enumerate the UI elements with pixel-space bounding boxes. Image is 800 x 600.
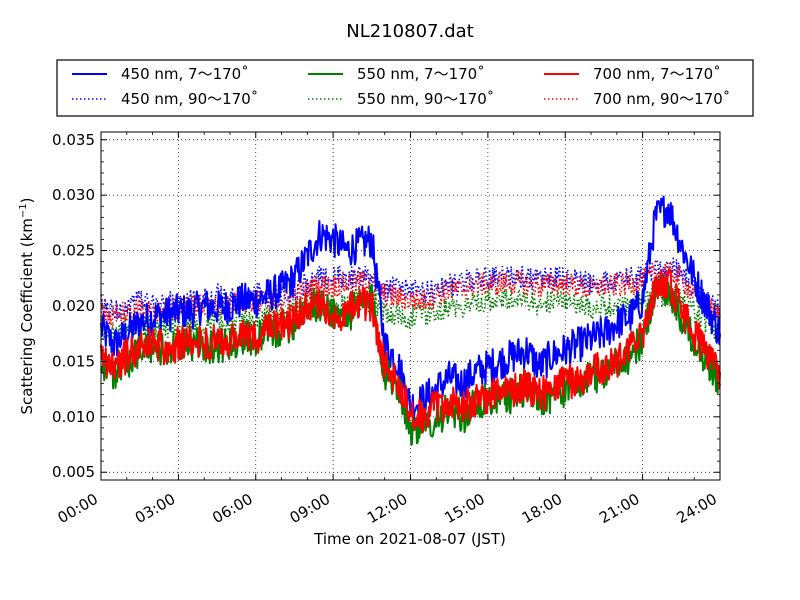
x-tick-label: 18:00 (519, 490, 565, 527)
x-tick-label: 24:00 (674, 490, 720, 527)
legend-label-3: 550 nm, 7～170˚ (357, 65, 485, 83)
y-tick-label: 0.020 (52, 297, 95, 315)
legend-label-1: 450 nm, 7～170˚ (121, 65, 249, 83)
plot-series (100, 195, 721, 446)
y-tick-label: 0.015 (52, 352, 95, 370)
legend-label-5: 700 nm, 7～170˚ (593, 65, 721, 83)
y-tick-label: 0.025 (52, 242, 95, 260)
legend: 450 nm, 7～170˚ 550 nm, 7～170˚ 700 nm, 7～17… (56, 59, 754, 117)
x-tick-label: 21:00 (596, 490, 642, 527)
x-tick-label: 03:00 (132, 490, 178, 527)
y-tick-label: 0.005 (52, 463, 95, 481)
x-tick-label: 06:00 (209, 490, 255, 527)
y-axis-label: Scattering Coefficient (km−1) (18, 197, 36, 414)
chart-title: NL210807.dat (346, 21, 473, 42)
legend-label-2: 450 nm, 90～170˚ (121, 90, 258, 108)
y-tick-label: 0.010 (52, 408, 95, 426)
y-tick-label: 0.035 (52, 131, 95, 149)
series-line-5 (100, 268, 721, 434)
legend-frame (56, 59, 754, 117)
x-tick-label: 15:00 (441, 490, 487, 527)
x-tick-label: 00:00 (55, 490, 101, 527)
x-tick-label: 12:00 (364, 490, 410, 527)
series-line-4 (100, 282, 721, 346)
x-axis-label: Time on 2021-08-07 (JST) (313, 530, 506, 548)
y-tick-label: 0.030 (52, 186, 95, 204)
legend-label-4: 550 nm, 90～170˚ (357, 90, 494, 108)
series-line-6 (100, 260, 721, 329)
legend-label-6: 700 nm, 90～170˚ (593, 90, 730, 108)
x-tick-label: 09:00 (287, 490, 333, 527)
